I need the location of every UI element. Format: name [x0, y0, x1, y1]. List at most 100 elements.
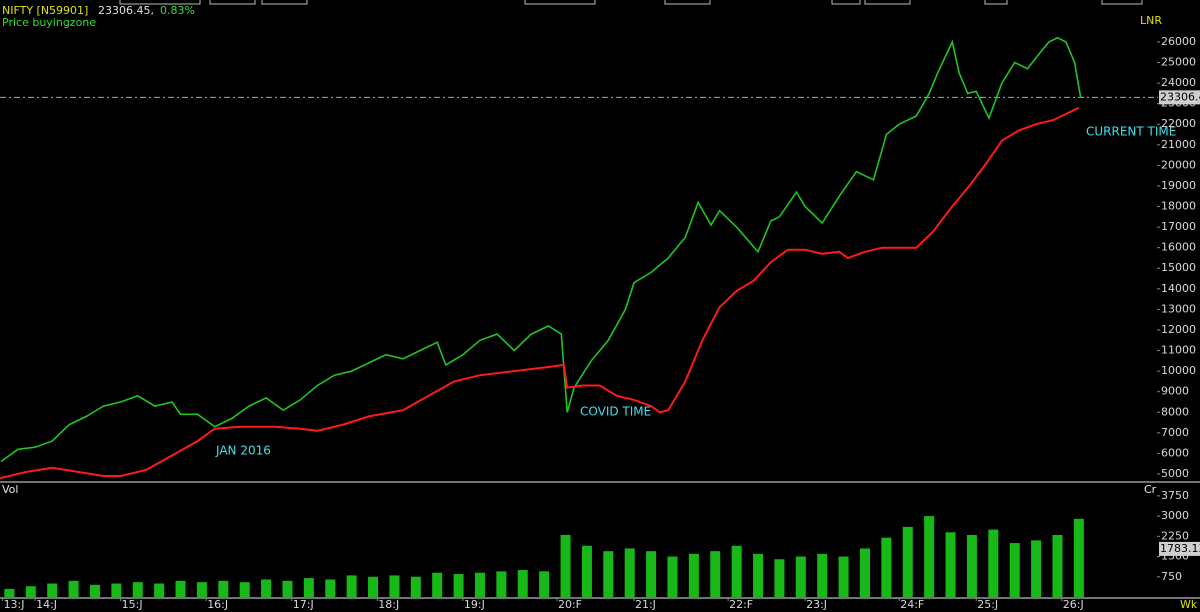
y-tick-label: 26000	[1161, 35, 1196, 48]
y-tick-label: 15000	[1161, 261, 1196, 274]
volume-bar	[196, 582, 207, 597]
y-tick-label: 5000	[1161, 467, 1189, 480]
x-tick-label: 26:J	[1063, 598, 1084, 611]
y-tick-label: 13000	[1161, 302, 1196, 315]
y-tick-label: 25000	[1161, 56, 1196, 69]
y-tick-label: 18000	[1161, 200, 1196, 213]
x-tick-label: 17:J	[293, 598, 314, 611]
volume-bar	[924, 516, 935, 597]
volume-bar	[496, 571, 507, 597]
y-tick-label: 750	[1161, 570, 1182, 583]
annotation: COVID TIME	[580, 405, 651, 419]
volume-bar	[731, 545, 742, 597]
volume-bar	[282, 580, 293, 597]
volume-bar	[603, 551, 614, 597]
symbol: NIFTY [N59901]	[2, 4, 88, 17]
x-tick-label: 23:J	[806, 598, 827, 611]
last-price-tag	[1159, 90, 1200, 105]
x-tick-label: 21:J	[635, 598, 656, 611]
x-tick-label: 13:J	[4, 598, 25, 611]
period: Wk	[1180, 598, 1198, 611]
volume-bar	[218, 580, 229, 597]
volume-bar	[453, 574, 464, 597]
volume-bar	[710, 551, 721, 597]
y-tick-label: 16000	[1161, 241, 1196, 254]
volume-bar	[132, 582, 143, 597]
y-tick-label: 6000	[1161, 446, 1189, 459]
price-line	[0, 106, 1080, 480]
volume-bar	[1052, 534, 1063, 597]
y-tick-label: 19000	[1161, 179, 1196, 192]
volume-bar	[817, 553, 828, 597]
y-tick-label: 8000	[1161, 405, 1189, 418]
volume-bar	[966, 534, 977, 597]
y-tick-label: 22000	[1161, 117, 1196, 130]
volume-bar	[154, 583, 165, 597]
annotation: CURRENT TIME	[1086, 125, 1176, 139]
volume-bar	[25, 586, 36, 597]
x-tick-label: 24:F	[900, 598, 924, 611]
y-tick-label: 10000	[1161, 364, 1196, 377]
volume-bar	[89, 584, 100, 597]
volume-bar	[175, 580, 186, 597]
volume-bar	[4, 588, 15, 597]
volume-bar	[667, 556, 678, 597]
volume-bar	[902, 526, 913, 597]
toolbar	[119, 0, 1143, 5]
annotation: JAN 2016	[215, 444, 271, 458]
volume-title: Vol	[2, 483, 18, 496]
volume-bar	[988, 529, 999, 597]
x-tick-label: 15:J	[122, 598, 143, 611]
volume-bar	[581, 545, 592, 597]
volume-bar	[410, 576, 421, 597]
scale-mode: LNR	[1140, 14, 1162, 27]
volume-bar	[774, 559, 785, 597]
y-tick-label: 17000	[1161, 220, 1196, 233]
volume-bar	[325, 579, 336, 597]
y-tick-label: 7000	[1161, 426, 1189, 439]
volume-bar	[111, 583, 122, 597]
x-tick-label: 16:J	[207, 598, 228, 611]
x-tick-label: 22:F	[729, 598, 753, 611]
volume-bar	[646, 551, 657, 597]
volume-bar	[239, 582, 250, 597]
y-tick-label: 14000	[1161, 282, 1196, 295]
y-tick-label: 3750	[1161, 489, 1189, 502]
y-tick-label: 12000	[1161, 323, 1196, 336]
price-line	[0, 36, 1082, 463]
volume-bar	[1073, 518, 1084, 597]
volume-bar	[303, 578, 314, 597]
volume-bar	[838, 556, 849, 597]
y-tick-label: 21000	[1161, 138, 1196, 151]
volume-bar	[881, 537, 892, 597]
change: 0.83%	[160, 4, 195, 17]
y-tick-label: 20000	[1161, 158, 1196, 171]
volume-bar	[346, 575, 357, 597]
volume-bar	[688, 553, 699, 597]
study-legend: Price buyingzone	[2, 16, 96, 29]
y-tick-label: 3000	[1161, 509, 1189, 522]
volume-bar	[753, 553, 764, 597]
volume-bar	[474, 572, 485, 597]
volume-bar	[389, 575, 400, 597]
y-tick-label: 9000	[1161, 385, 1189, 398]
volume-bar	[795, 556, 806, 597]
last-price: 23306.45,	[98, 4, 154, 17]
volume-unit: Cr	[1144, 483, 1157, 496]
volume-bar	[368, 576, 379, 597]
last-volume-label: 1783.13	[1160, 542, 1200, 555]
volume-bar	[47, 583, 58, 597]
volume-bar	[261, 579, 272, 597]
volume-bar	[945, 532, 956, 597]
volume-bar	[1009, 543, 1020, 597]
last-volume-tag	[1159, 541, 1200, 556]
y-tick-label: 24000	[1161, 76, 1196, 89]
volume-bar	[1031, 540, 1042, 597]
x-tick-label: 18:J	[378, 598, 399, 611]
volume-bar	[859, 548, 870, 597]
x-tick-label: 19:J	[464, 598, 485, 611]
x-tick-label: 25:J	[977, 598, 998, 611]
last-price-label: 23306.4	[1160, 90, 1200, 103]
volume-bar	[624, 548, 635, 597]
